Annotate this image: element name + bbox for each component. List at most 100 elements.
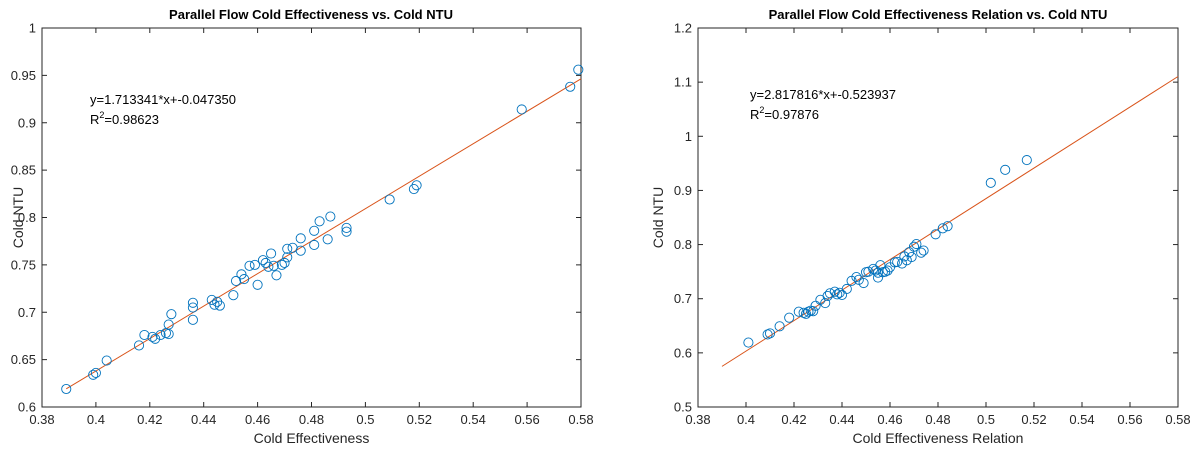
data-point	[516, 104, 527, 115]
data-point	[322, 234, 333, 245]
data-point	[244, 260, 255, 271]
data-point	[573, 64, 584, 75]
y-tick-label: 0.6	[18, 400, 36, 415]
data-point	[236, 269, 247, 280]
y-tick-label: 1.1	[674, 75, 692, 90]
data-point	[985, 177, 996, 188]
data-point	[942, 221, 953, 232]
data-point	[295, 245, 306, 256]
x-tick-label: 0.42	[781, 412, 806, 427]
axes-box	[41, 27, 582, 408]
data-point	[743, 337, 754, 348]
data-point	[163, 319, 174, 330]
y-tick-label: 0.95	[11, 68, 36, 83]
x-tick-label: 0.46	[877, 412, 902, 427]
chart-title: Parallel Flow Cold Effectiveness Relatio…	[769, 7, 1108, 22]
data-point	[271, 270, 282, 281]
r-squared: R2=0.98623	[90, 110, 159, 127]
data-point	[851, 272, 862, 283]
data-point	[187, 302, 198, 313]
data-point	[187, 297, 198, 308]
data-point	[309, 225, 320, 236]
y-tick-label: 0.7	[674, 291, 692, 306]
data-point	[384, 194, 395, 205]
x-tick-label: 0.5	[977, 412, 995, 427]
y-tick-label: 0.75	[11, 257, 36, 272]
data-point	[139, 329, 150, 341]
x-tick-label: 0.52	[1021, 412, 1046, 427]
data-point	[810, 300, 821, 311]
x-tick-label: 0.48	[299, 412, 324, 427]
y-tick-label: 0.9	[18, 115, 36, 130]
y-tick-label: 1	[685, 129, 692, 144]
data-point	[228, 290, 239, 301]
data-point	[279, 257, 290, 269]
x-tick-label: 0.4	[737, 412, 755, 427]
y-tick-label: 0.6	[674, 345, 692, 360]
y-tick-label: 0.85	[11, 163, 36, 178]
x-tick-label: 0.56	[514, 412, 539, 427]
chart-title: Parallel Flow Cold Effectiveness vs. Col…	[169, 7, 453, 22]
data-point	[820, 297, 831, 309]
data-point	[214, 300, 225, 311]
data-point	[268, 260, 279, 271]
data-point	[249, 259, 260, 270]
data-point	[911, 238, 922, 250]
data-point	[341, 226, 352, 237]
y-tick-label: 1.2	[674, 21, 692, 36]
data-point	[155, 329, 166, 341]
data-point	[282, 252, 293, 263]
x-tick-label: 0.44	[829, 412, 854, 427]
data-point	[918, 245, 929, 256]
data-point	[266, 248, 277, 259]
data-point	[930, 229, 941, 240]
data-point	[565, 81, 576, 92]
regression-line	[721, 76, 1179, 367]
chart-1: Parallel Flow Cold Effectiveness vs. Col…	[10, 7, 594, 446]
data-point	[822, 290, 833, 302]
data-point	[230, 275, 242, 287]
chart-2: Parallel Flow Cold Effectiveness Relatio…	[650, 7, 1191, 446]
data-point	[166, 309, 177, 320]
x-tick-label: 0.48	[925, 412, 950, 427]
data-point	[257, 255, 269, 266]
data-point	[784, 312, 795, 323]
regression-line	[65, 78, 582, 390]
r2-superscript: 2	[759, 105, 764, 115]
x-axis-label: Cold Effectiveness	[254, 430, 370, 446]
x-tick-label: 0.42	[137, 412, 162, 427]
data-point	[61, 383, 72, 395]
data-point	[841, 283, 852, 295]
data-point	[908, 241, 920, 252]
data-point	[150, 333, 161, 344]
x-tick-label: 0.52	[407, 412, 432, 427]
y-tick-label: 1	[29, 21, 36, 36]
y-tick-label: 0.65	[11, 352, 36, 367]
r2-value: =0.97876	[764, 107, 819, 122]
data-point	[872, 272, 884, 283]
axes-box	[697, 27, 1179, 408]
data-point	[239, 274, 250, 285]
data-point	[133, 340, 145, 351]
data-point	[276, 259, 287, 270]
data-point	[252, 279, 263, 290]
r2-prefix: R	[90, 112, 99, 127]
fit-equation: y=2.817816*x+-0.523937	[750, 87, 896, 102]
r2-superscript: 2	[99, 110, 104, 120]
data-point	[325, 211, 336, 222]
data-point	[774, 321, 785, 332]
data-point	[187, 314, 198, 325]
x-tick-label: 0.58	[568, 412, 593, 427]
y-tick-label: 0.8	[18, 210, 36, 225]
data-points	[61, 64, 584, 395]
data-point	[863, 266, 874, 277]
fit-equation: y=1.713341*x+-0.047350	[90, 92, 236, 107]
x-tick-label: 0.46	[245, 412, 270, 427]
data-points	[743, 155, 1032, 348]
x-tick-label: 0.38	[29, 412, 54, 427]
data-point	[892, 256, 903, 267]
r2-value: =0.98623	[104, 112, 159, 127]
y-tick-label: 0.8	[674, 237, 692, 252]
data-point	[314, 216, 325, 227]
